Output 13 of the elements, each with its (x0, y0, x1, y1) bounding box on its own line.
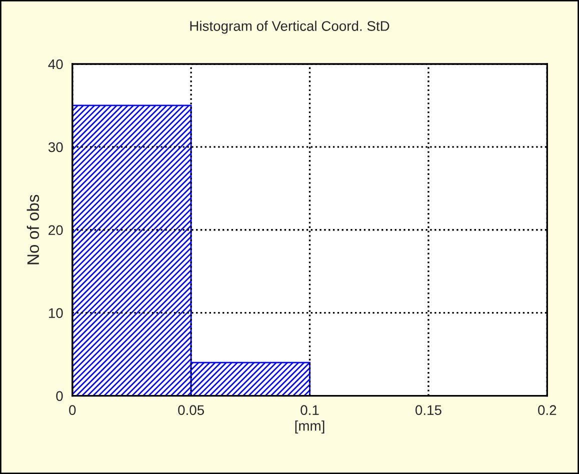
x-tick-label: 0.05 (178, 405, 204, 416)
x-tick-label: 0.1 (300, 405, 319, 416)
y-tick-label: 0 (56, 391, 63, 401)
y-tick-label: 20 (48, 225, 63, 236)
x-axis-title: [mm] (295, 420, 324, 434)
chart-title: Histogram of Vertical Coord. StD (190, 20, 390, 34)
y-axis-title: No of obs (26, 194, 40, 264)
x-tick-label: 0.15 (415, 405, 442, 416)
y-tick-label: 40 (48, 59, 63, 70)
x-tick-label: 0.2 (538, 405, 556, 416)
y-tick-label: 30 (48, 142, 63, 152)
y-tick-label: 10 (48, 308, 63, 318)
x-tick-label: 0 (69, 405, 76, 416)
